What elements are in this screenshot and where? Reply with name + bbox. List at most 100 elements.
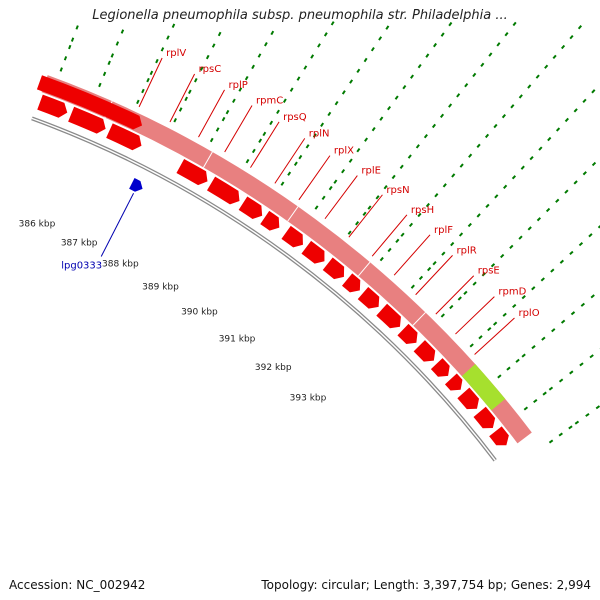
scale-tick-dot [375, 195, 380, 200]
scale-tick-dot [160, 47, 165, 52]
scale-tick-dot [552, 54, 557, 60]
scale-tick-dot [509, 244, 514, 249]
scale-tick-dot [548, 386, 554, 391]
scale-tick-dot [518, 235, 523, 240]
scale-tick-dot [341, 90, 346, 95]
scale-tick-dot [146, 77, 150, 83]
scale-tick-dot [287, 171, 292, 176]
scale-tick-dot [394, 95, 399, 100]
scale-tick-dot [448, 21, 453, 27]
scale-tick-dot [523, 406, 529, 411]
scale-tick-dot [578, 241, 584, 247]
scale-tick-dot [529, 155, 534, 161]
gene-label-rpsN: rpsN [386, 185, 409, 196]
scale-tick-dot [558, 378, 564, 383]
scale-tick-dot [75, 25, 79, 30]
scale-tick-dot [472, 281, 477, 286]
scale-tick-dot [431, 123, 436, 129]
kbp-label: 392 kbp [255, 363, 292, 373]
scale-tick-dot [364, 137, 369, 142]
scale-tick-dot [423, 133, 428, 139]
scale-tick-dot [199, 66, 204, 71]
ribosomal-gene-arrow [238, 196, 263, 219]
scale-tick-dot [548, 439, 554, 444]
highlight-band [461, 364, 506, 411]
scale-tick-dot [580, 302, 586, 307]
scale-tick-dot [410, 74, 415, 79]
gene-label-leader [324, 175, 358, 220]
scale-tick-dot [395, 238, 400, 243]
scale-tick-dot [141, 88, 145, 94]
scale-tick-dot [70, 37, 75, 42]
scale-tick-dot [550, 268, 555, 273]
scale-tick-dot [166, 35, 170, 40]
gene-track [36, 75, 509, 446]
scale-tick-dot [410, 284, 415, 289]
scale-tick-dot [407, 154, 412, 159]
scale-tick-dot [98, 82, 102, 88]
scale-tick-dot [515, 358, 520, 363]
scale-tick-dot [527, 226, 532, 231]
gene-label-rplV: rplV [166, 48, 186, 59]
scale-tick-dot [245, 158, 250, 164]
scale-tick-dot [527, 84, 532, 89]
scale-tick-dot [425, 202, 430, 208]
ribosomal-gene-arrow [376, 303, 401, 329]
scale-tick-dot [472, 72, 477, 78]
scale-tick-dot [221, 116, 226, 122]
scale-tick-dot [209, 137, 214, 143]
scale-tick-dot [504, 31, 509, 37]
scale-tick-dot [110, 53, 115, 58]
scale-tick-dot [270, 30, 275, 36]
scale-tick-dot [327, 111, 332, 117]
scale-tick-dot [476, 213, 481, 218]
scale-tick-dot [402, 84, 407, 90]
scale-tick-dot [589, 354, 594, 359]
scale-tick-dot [564, 117, 569, 123]
scale-tick-dot [459, 163, 464, 168]
scale-tick-dot [417, 212, 422, 218]
ribosomal-gene-arrow [457, 387, 480, 410]
ribosomal-gene-arrow [206, 176, 240, 205]
scale-tick-dot [564, 189, 569, 194]
scale-tick-dot [225, 109, 230, 115]
ribosomal-gene-arrow [473, 406, 496, 429]
scale-tick-dot [264, 41, 268, 47]
scale-tick-dot [496, 42, 501, 47]
gene-label-rplX: rplX [334, 146, 354, 157]
scale-tick-dot [415, 144, 420, 149]
scale-tick-dot [363, 57, 368, 63]
scale-ticks [59, 21, 600, 444]
scale-tick-dot [120, 29, 125, 34]
scale-tick-dot [217, 31, 222, 37]
scale-tick-dot [560, 44, 566, 50]
scale-tick-dot [541, 336, 546, 341]
ribosomal-gene-arrow [322, 257, 345, 280]
scale-tick-dot [434, 193, 439, 198]
scale-tick-dot [262, 131, 267, 137]
scale-tick-dot [314, 205, 319, 210]
scale-tick-dot [171, 23, 176, 29]
scale-tick-dot [568, 425, 573, 430]
gene-label-leader [435, 275, 475, 315]
ribosomal-gene-arrow [413, 340, 436, 362]
gene-label-rplE: rplE [361, 166, 381, 177]
scale-tick-dot [244, 75, 249, 81]
scale-tick-dot [349, 79, 354, 84]
gene-label-leader [474, 317, 515, 355]
scale-tick-dot [463, 290, 468, 295]
kbp-label: 389 kbp [142, 282, 179, 292]
scale-tick-dot [334, 100, 339, 106]
gene-label-leader [250, 121, 280, 168]
scale-tick-dot [456, 93, 461, 98]
gene-label-leader [169, 73, 196, 123]
scale-tick-dot [102, 71, 107, 77]
scale-tick-dot [173, 117, 177, 123]
scale-tick-dot [464, 82, 469, 88]
scale-tick-dot [280, 181, 285, 186]
scale-tick-dot [521, 295, 526, 300]
scale-tick-dot [257, 53, 262, 58]
kbp-label: 386 kbp [19, 220, 56, 230]
scale-tick-dot [215, 127, 220, 132]
